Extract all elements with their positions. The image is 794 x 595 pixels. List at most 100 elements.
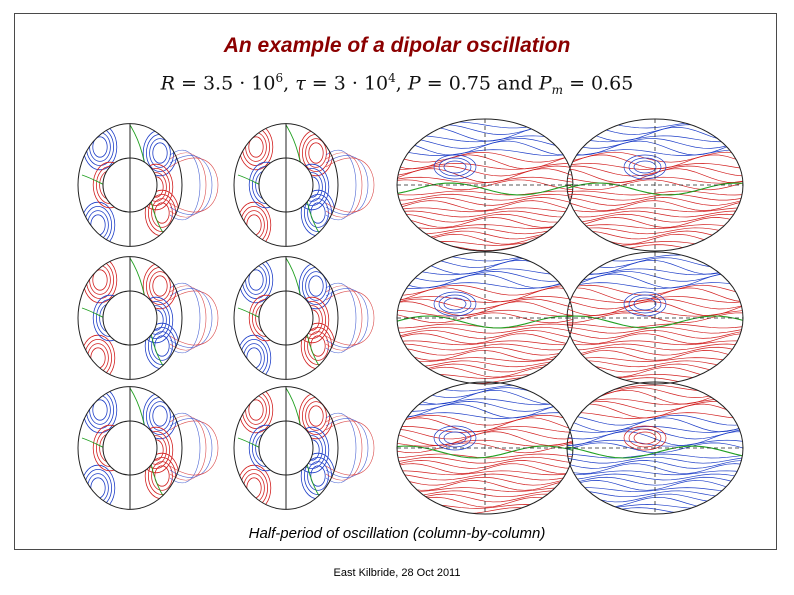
contour-line — [567, 340, 743, 346]
eddy-contour — [443, 160, 467, 174]
parameter-formula: R = 3.5 · 106, τ = 3 · 104, P = 0.75 and… — [160, 71, 634, 98]
field-line — [169, 288, 213, 348]
zero-contour — [567, 315, 743, 329]
zero-contour — [567, 445, 743, 459]
contour-line — [238, 123, 274, 171]
contour-line — [145, 266, 174, 305]
contour-line — [567, 268, 743, 276]
contour-line — [82, 386, 118, 434]
contour-line — [567, 193, 743, 201]
contour-line — [567, 301, 743, 316]
field-line — [169, 152, 207, 218]
contour-line — [241, 127, 270, 166]
contour-line — [241, 390, 270, 429]
contour-line — [397, 197, 573, 206]
contour-line — [567, 330, 743, 339]
contour-line — [567, 287, 743, 303]
contour-line — [246, 477, 262, 499]
field-line — [325, 282, 357, 354]
contour-line — [567, 346, 743, 356]
prandtl-symbol: P — [407, 72, 421, 95]
contour-line — [567, 333, 743, 344]
tau-value: 3 · 10 — [333, 72, 389, 95]
projection-plot — [396, 381, 574, 515]
contour-line — [567, 154, 743, 170]
contour-line — [84, 205, 113, 244]
contour-line — [301, 133, 330, 172]
contour-line — [397, 217, 573, 228]
eddy-contour — [438, 428, 472, 448]
field-line — [325, 157, 375, 213]
contour-line — [397, 426, 573, 433]
contour-line — [90, 477, 106, 499]
contour-line — [567, 298, 743, 310]
contour-line — [397, 346, 573, 356]
contour-line — [567, 350, 743, 361]
contour-line — [567, 176, 743, 184]
contour-line — [567, 165, 743, 177]
contour-line — [248, 136, 264, 158]
contour-line — [567, 168, 743, 183]
meridional-plot — [233, 123, 375, 247]
contour-line — [397, 210, 573, 218]
contour-line — [149, 271, 171, 301]
projection-plot — [566, 381, 744, 515]
contour-line — [82, 123, 118, 171]
contour-line — [397, 287, 573, 303]
contour-line — [305, 401, 327, 431]
contour-line — [567, 217, 743, 228]
contour-line — [567, 360, 743, 368]
contour-line — [567, 323, 743, 329]
magnetic-prandtl-symbol: P — [538, 72, 552, 95]
contour-line — [567, 284, 743, 296]
contour-line — [397, 398, 573, 406]
contour-line — [397, 224, 573, 229]
contour-line — [80, 334, 116, 380]
contour-line — [236, 464, 272, 510]
contour-line — [397, 298, 573, 310]
contour-line — [567, 282, 743, 289]
contour-line — [567, 456, 743, 464]
contour-line — [567, 453, 743, 459]
contour-line — [397, 343, 573, 351]
contour-line — [397, 151, 573, 163]
contour-line — [238, 256, 274, 304]
eddy-contour — [438, 157, 472, 177]
tau-symbol: τ — [295, 72, 306, 95]
contour-line — [567, 138, 743, 149]
figure-caption: Half-period of oscillation (column-by-co… — [248, 525, 546, 542]
contour-line — [241, 260, 270, 299]
field-line — [169, 412, 201, 484]
contour-line — [152, 275, 168, 297]
contour-line — [86, 260, 115, 299]
field-line — [325, 152, 363, 218]
contour-line — [397, 412, 573, 419]
contour-line — [397, 403, 573, 419]
field-line — [169, 282, 201, 354]
projection-plot — [396, 251, 574, 385]
field-line — [169, 157, 219, 213]
contour-line — [154, 465, 170, 487]
contour-line — [397, 149, 573, 156]
projection-plot — [566, 251, 744, 385]
field-line — [325, 290, 375, 346]
contour-line — [397, 487, 573, 492]
contour-line — [567, 163, 743, 170]
slide-title: An example of a dipolar oscillation — [223, 34, 571, 57]
zero-contour — [397, 445, 573, 459]
contour-line — [567, 207, 743, 213]
zero-contour — [397, 182, 573, 196]
contour-line — [567, 210, 743, 218]
eddy-contour — [633, 297, 657, 311]
contour-line — [397, 330, 573, 339]
contour-line — [397, 168, 573, 183]
meridional-plot — [77, 256, 219, 380]
contour-line — [567, 428, 743, 440]
eddy-contour — [628, 428, 662, 448]
contour-line — [397, 273, 573, 289]
contour-line — [397, 309, 573, 317]
contour-line — [567, 309, 743, 317]
magnetic-prandtl-value: 0.65 — [591, 72, 634, 95]
field-line — [169, 149, 201, 221]
contour-line — [397, 271, 573, 282]
